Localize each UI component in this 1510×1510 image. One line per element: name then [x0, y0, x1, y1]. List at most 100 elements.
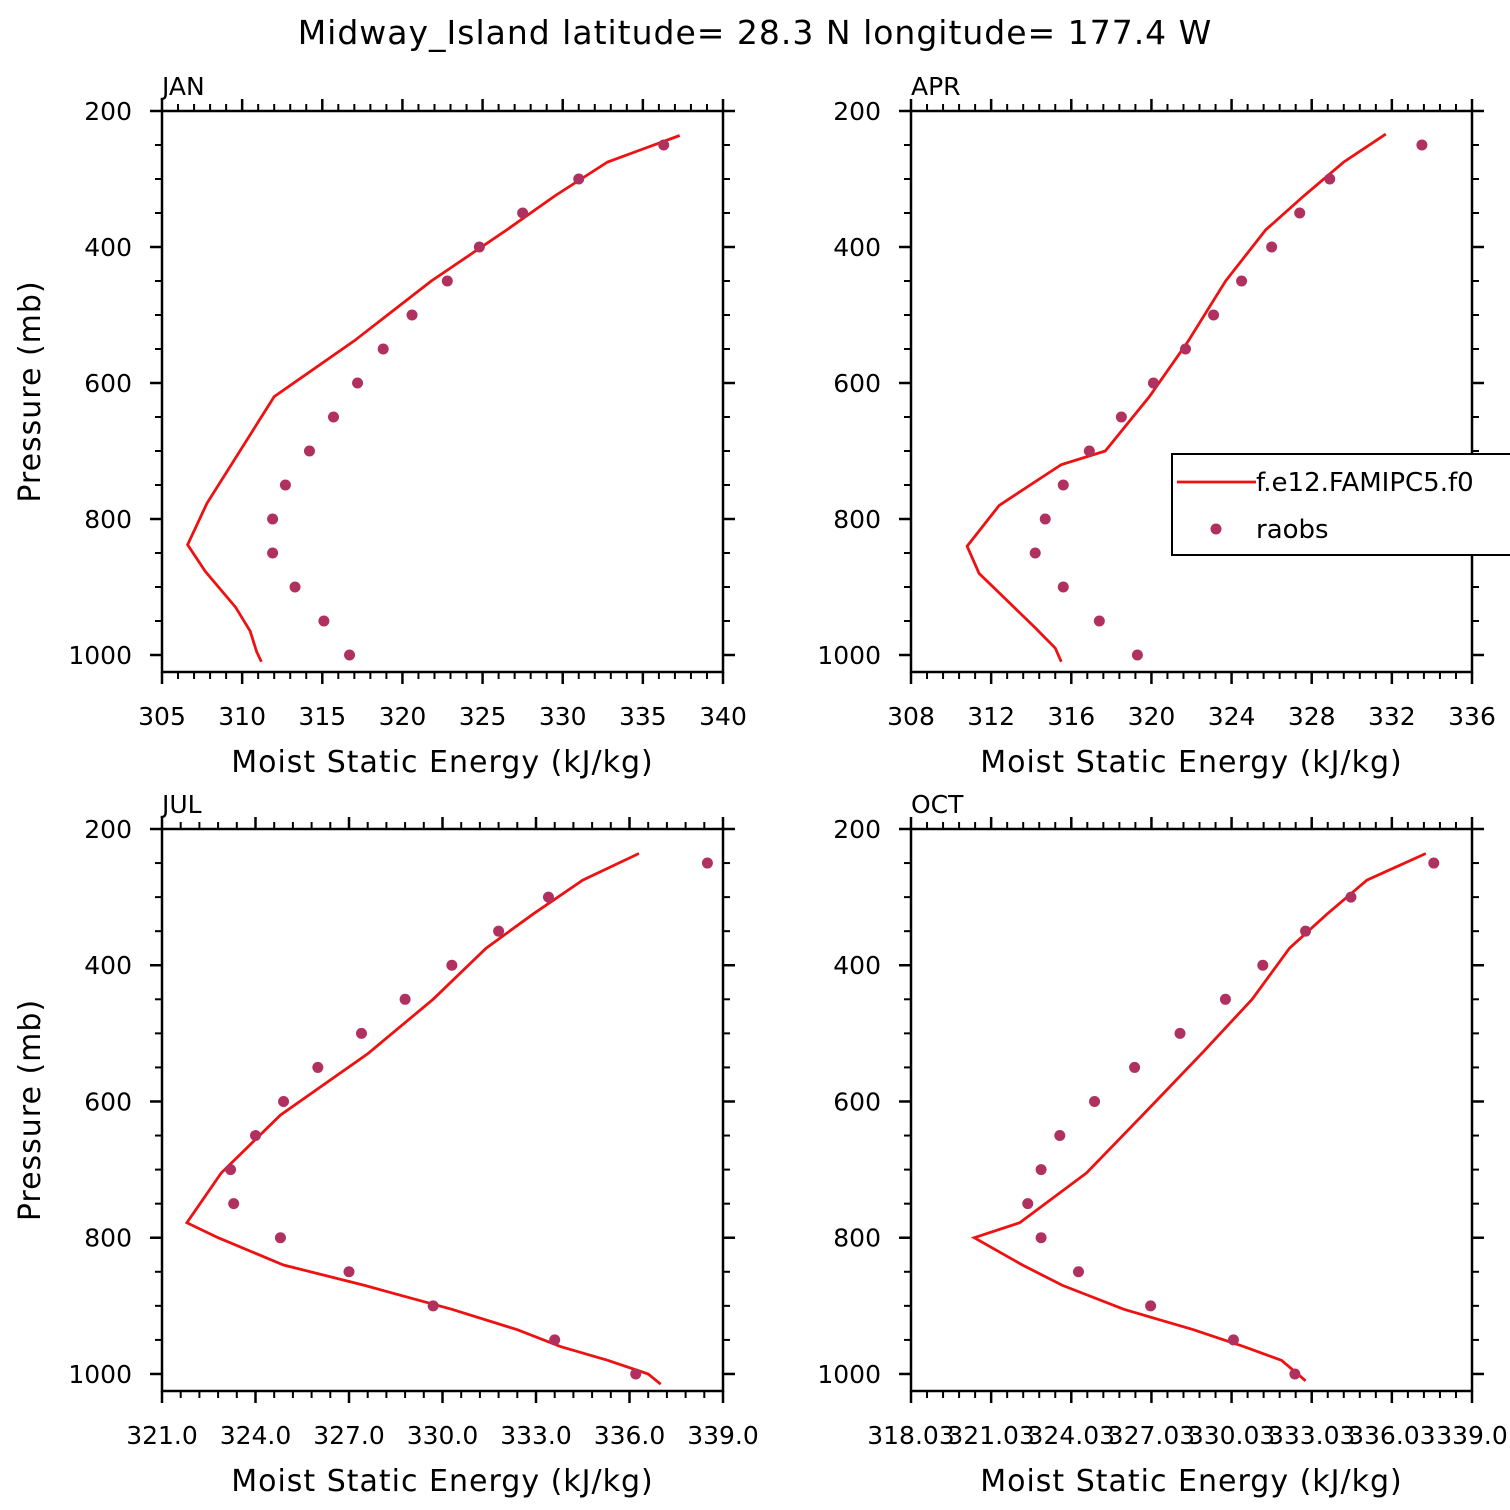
x-tick-label: 336: [1448, 702, 1496, 731]
y-tick-label: 800: [84, 505, 132, 534]
obs-point: [1057, 581, 1069, 593]
obs-point: [549, 1334, 561, 1346]
obs-point: [473, 241, 485, 253]
x-tick-label: 333.03: [1268, 1421, 1355, 1450]
obs-point: [267, 513, 279, 525]
obs-point: [274, 1232, 286, 1244]
y-tick-label: 600: [84, 369, 132, 398]
obs-point: [352, 377, 364, 389]
obs-point: [1174, 1027, 1186, 1039]
obs-point: [278, 1095, 290, 1107]
obs-point: [1324, 173, 1336, 185]
obs-point: [1208, 309, 1220, 321]
obs-point: [1428, 857, 1440, 869]
plot-frame: [909, 827, 1474, 1393]
legend: f.e12.FAMIPC5.f0 raobs: [1171, 453, 1510, 556]
obs-point: [1054, 1130, 1066, 1142]
obs-point: [573, 173, 585, 185]
obs-point: [267, 547, 279, 559]
series-line-model: [965, 132, 1387, 663]
y-tick-label: 400: [833, 233, 881, 262]
obs-point: [542, 891, 554, 903]
obs-point: [1179, 343, 1191, 355]
obs-point: [1129, 1061, 1141, 1073]
y-tick-label: 400: [84, 951, 132, 980]
legend-label-model: f.e12.FAMIPC5.f0: [1256, 468, 1474, 498]
obs-point: [1266, 241, 1278, 253]
series-line-model: [184, 852, 662, 1386]
obs-point: [355, 1027, 367, 1039]
x-tick-label: 325: [459, 702, 507, 731]
x-tick-label: 327.03: [1108, 1421, 1195, 1450]
panel-title: OCT: [911, 790, 964, 819]
panel-oct: OCT318.03321.03324.03327.03330.03333.033…: [817, 790, 1507, 1499]
y-tick-label: 800: [84, 1224, 132, 1253]
y-tick-label: 1000: [68, 1360, 132, 1389]
x-axis-label: Moist Static Energy (kJ/kg): [980, 745, 1403, 780]
figure-title: Midway_Island latitude= 28.3 N longitude…: [298, 13, 1213, 52]
x-tick-label: 308: [887, 702, 935, 731]
x-tick-label: 335: [619, 702, 667, 731]
x-tick-label: 305: [138, 702, 186, 731]
x-tick-label: 316: [1047, 702, 1095, 731]
obs-point: [1035, 1232, 1047, 1244]
x-tick-label: 321.0: [126, 1421, 198, 1450]
obs-point: [377, 343, 389, 355]
y-tick-label: 400: [833, 951, 881, 980]
obs-point: [1083, 445, 1095, 457]
obs-point: [343, 1266, 355, 1278]
x-tick-label: 340: [699, 702, 747, 731]
x-tick-label: 324.0: [220, 1421, 292, 1450]
obs-point: [1416, 139, 1428, 151]
x-tick-label: 339.0: [1436, 1421, 1508, 1450]
x-tick-label: 310: [218, 702, 266, 731]
y-tick-label: 800: [833, 1224, 881, 1253]
x-tick-label: 320: [379, 702, 427, 731]
obs-point: [250, 1130, 261, 1142]
obs-point: [318, 615, 330, 627]
plot-frame: [909, 109, 1474, 674]
obs-point: [289, 581, 301, 593]
x-axis-label: Moist Static Energy (kJ/kg): [231, 745, 654, 780]
x-tick-label: 312: [967, 702, 1015, 731]
obs-point: [1289, 1368, 1301, 1380]
panel-jan: JAN 305 310 315 320 325 330 335 340 200 400 600 800 1…: [13, 72, 747, 780]
legend-marker-swatch: [1210, 523, 1222, 535]
y-tick-label: 400: [84, 233, 132, 262]
x-tick-label: 330.0: [407, 1421, 479, 1450]
obs-point: [1147, 377, 1159, 389]
obs-point: [399, 993, 411, 1005]
obs-point: [446, 959, 458, 971]
obs-point: [1145, 1300, 1157, 1312]
x-axis-label: Moist Static Energy (kJ/kg): [980, 1464, 1403, 1499]
obs-point: [1219, 993, 1231, 1005]
y-tick-label: 200: [833, 97, 881, 126]
obs-point: [228, 1198, 240, 1210]
y-tick-label: 200: [84, 815, 132, 844]
obs-point: [1035, 1164, 1047, 1176]
series-line-model: [970, 852, 1427, 1382]
x-tick-label: 339.0: [687, 1421, 759, 1450]
obs-point: [1300, 925, 1312, 937]
plot-frame: [160, 109, 725, 674]
x-tick-label: 333.0: [500, 1421, 572, 1450]
obs-point: [1057, 479, 1069, 491]
panels: JAN 305 310 315 320 325 330 335 340 200 400 600 800 1…: [13, 72, 1508, 1499]
obs-point: [1131, 649, 1143, 661]
y-tick-label: 1000: [817, 641, 881, 670]
panel-title: JUL: [160, 790, 202, 819]
obs-point: [658, 139, 670, 151]
obs-point: [1115, 411, 1127, 423]
x-tick-label: 327.0: [313, 1421, 385, 1450]
x-tick-label: 336.03: [1348, 1421, 1435, 1450]
obs-point: [1093, 615, 1105, 627]
obs-point: [225, 1164, 237, 1176]
y-axis-label: Pressure (mb): [13, 280, 48, 502]
obs-point: [1029, 547, 1041, 559]
obs-point: [344, 649, 356, 661]
legend-box: [1171, 453, 1510, 556]
obs-point: [1022, 1198, 1034, 1210]
y-tick-label: 200: [84, 97, 132, 126]
x-tick-label: 332: [1368, 702, 1416, 731]
